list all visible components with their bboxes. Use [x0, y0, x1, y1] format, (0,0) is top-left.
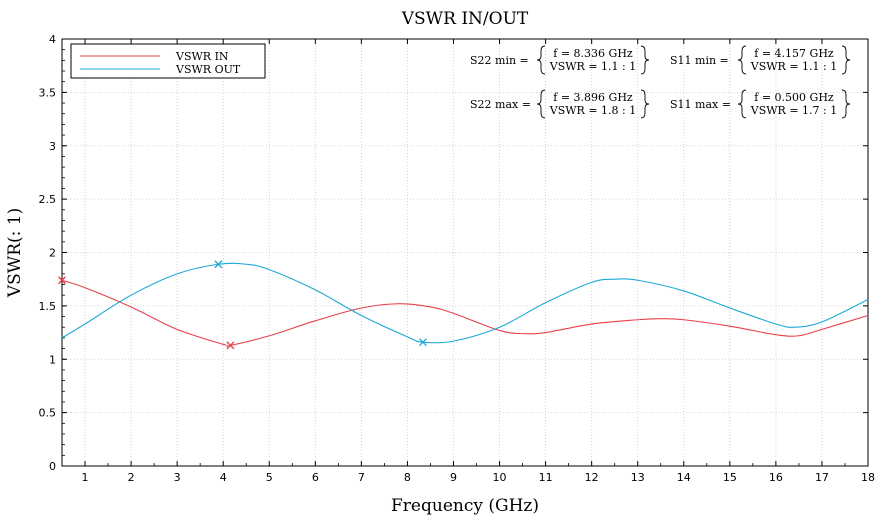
annotation-frequency: f = 4.157 GHz: [754, 47, 834, 60]
x-tick-label: 3: [174, 471, 181, 484]
series-group: [61, 262, 869, 347]
x-tick-label: 10: [493, 471, 507, 484]
annotation-frequency: f = 0.500 GHz: [754, 91, 834, 104]
y-tick-label: 0.5: [39, 407, 57, 420]
x-tick-label: 2: [128, 471, 135, 484]
y-tick-label: 4: [49, 33, 56, 46]
series-line-vswr-out: [61, 262, 869, 344]
left-brace: [737, 89, 747, 119]
x-tick-label: 16: [769, 471, 783, 484]
legend-box: [70, 43, 266, 79]
right-brace: [640, 45, 650, 75]
grid: [62, 38, 869, 467]
min-max-marker: [418, 338, 427, 347]
x-tick-label: 18: [861, 471, 875, 484]
x-axis-label: Frequency (GHz): [391, 496, 539, 516]
right-brace: [841, 89, 851, 119]
x-tick-label: 14: [677, 471, 691, 484]
x-tick-label: 4: [220, 471, 227, 484]
right-brace: [841, 45, 851, 75]
y-tick-label: 2: [49, 247, 56, 260]
annotation-vswr: VSWR = 1.7 : 1: [750, 104, 837, 117]
annotation-vswr: VSWR = 1.8 : 1: [549, 104, 636, 117]
x-tick-label: 15: [723, 471, 737, 484]
x-tick-label: 8: [404, 471, 411, 484]
x-tick-label: 7: [358, 471, 365, 484]
marker-stroke: [418, 338, 427, 347]
left-brace: [536, 89, 546, 119]
annotation-label: S22 min =: [470, 54, 529, 67]
left-brace: [536, 45, 546, 75]
x-tick-label: 12: [585, 471, 599, 484]
annotation-vswr: VSWR = 1.1 : 1: [750, 60, 837, 73]
marker-stroke: [58, 276, 66, 285]
x-tick-label: 1: [82, 471, 89, 484]
legend-label: VSWR IN: [175, 50, 229, 63]
annotation-vswr: VSWR = 1.1 : 1: [549, 60, 636, 73]
series-line-vswr-in: [61, 279, 869, 347]
y-tick-label: 3.5: [39, 86, 57, 99]
right-brace: [640, 89, 650, 119]
markers-group: [58, 260, 427, 350]
axis-ticks: 1 2 3 4 5 6 7 8 9 10 11 12 13 14 15 16 17 1800.511.522.53…: [39, 33, 876, 484]
annotation-label: S11 min =: [670, 54, 729, 67]
annotation-frequency: f = 8.336 GHz: [553, 47, 633, 60]
y-tick-label: 3: [49, 140, 56, 153]
min-max-marker: [214, 260, 223, 269]
min-max-marker: [226, 341, 235, 350]
y-tick-label: 1: [49, 353, 56, 366]
x-tick-label: 13: [631, 471, 645, 484]
legend-label: VSWR OUT: [175, 63, 241, 76]
min-max-marker: [58, 276, 66, 285]
x-tick-label: 5: [266, 471, 273, 484]
x-tick-label: 17: [815, 471, 829, 484]
left-brace: [737, 45, 747, 75]
annotation-frequency: f = 3.896 GHz: [553, 91, 633, 104]
marker-stroke: [214, 260, 223, 269]
marker-stroke: [226, 341, 235, 350]
y-tick-label: 0: [49, 460, 56, 473]
annotation-label: S11 max =: [670, 98, 731, 111]
y-tick-label: 2.5: [39, 193, 57, 206]
annotation-label: S22 max =: [470, 98, 531, 111]
y-axis-label: VSWR(: 1): [5, 208, 25, 298]
x-tick-label: 11: [539, 471, 553, 484]
y-tick-label: 1.5: [39, 300, 57, 313]
x-tick-label: 9: [450, 471, 457, 484]
chart-title: VSWR IN/OUT: [401, 9, 529, 29]
x-tick-label: 6: [312, 471, 319, 484]
